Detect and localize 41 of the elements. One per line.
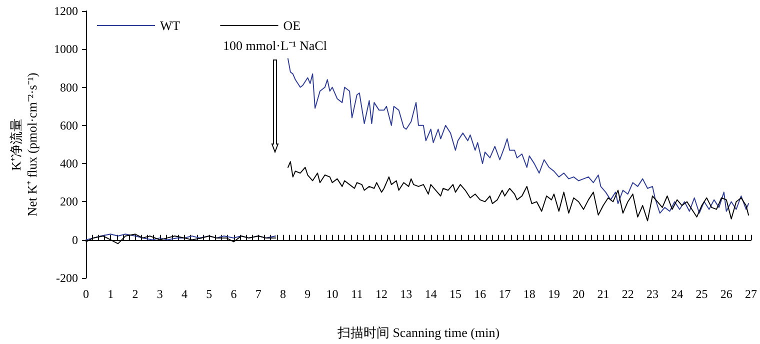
- legend-label: OE: [283, 18, 301, 33]
- y-tick-label: 0: [72, 232, 78, 247]
- x-tick-label: 12: [376, 287, 388, 301]
- x-tick-label: 9: [304, 287, 311, 301]
- x-tick-label: 21: [597, 287, 610, 301]
- x-tick-label: 8: [280, 287, 286, 301]
- annotation: 100 mmol·L⁻¹ NaCl: [223, 37, 327, 54]
- y-tick-label: 400: [60, 156, 78, 171]
- x-tick-label: 23: [646, 287, 658, 301]
- x-tick-label: 20: [572, 287, 585, 301]
- y-tick-label: 200: [60, 194, 78, 209]
- x-tick-label: 6: [230, 287, 237, 301]
- x-tick-label: 16: [474, 287, 486, 301]
- x-tick-label: 4: [182, 287, 188, 301]
- legend-label: WT: [160, 18, 180, 33]
- x-tick-label: 10: [326, 287, 338, 301]
- x-tick-label: 3: [156, 287, 163, 301]
- y-axis-title: K⁺净流量 Net K⁺ flux (pmol·cm⁻²·s⁻¹): [8, 72, 40, 216]
- x-tick-label: 27: [745, 287, 757, 301]
- x-tick-label: 7: [255, 287, 262, 301]
- y-tick-label: 1000: [54, 42, 78, 56]
- x-tick-label: 24: [671, 287, 684, 301]
- x-tick-label: 17: [498, 287, 511, 301]
- x-tick-label: 14: [424, 287, 437, 301]
- y-tick-label: 1200: [54, 4, 78, 18]
- x-tick-label: 13: [400, 287, 412, 301]
- x-tick-label: 2: [132, 287, 138, 301]
- x-tick-label: 25: [696, 287, 708, 301]
- x-tick-label: 5: [206, 287, 212, 301]
- x-tick-label: 22: [622, 287, 634, 301]
- x-tick-label: 26: [720, 287, 732, 301]
- x-tick-label: 0: [83, 287, 89, 301]
- x-tick-label: 1: [108, 287, 114, 301]
- x-tick-label: 18: [523, 287, 536, 301]
- y-tick-label: 800: [60, 80, 78, 94]
- y-tick-label: -200: [56, 271, 78, 285]
- y-tick-label: 600: [60, 118, 78, 132]
- x-tick-label: 19: [548, 287, 560, 301]
- x-axis-title: 扫描时间 Scanning time (min): [336, 325, 500, 340]
- x-tick-label: 15: [449, 287, 462, 301]
- x-tick-label: 11: [351, 287, 363, 301]
